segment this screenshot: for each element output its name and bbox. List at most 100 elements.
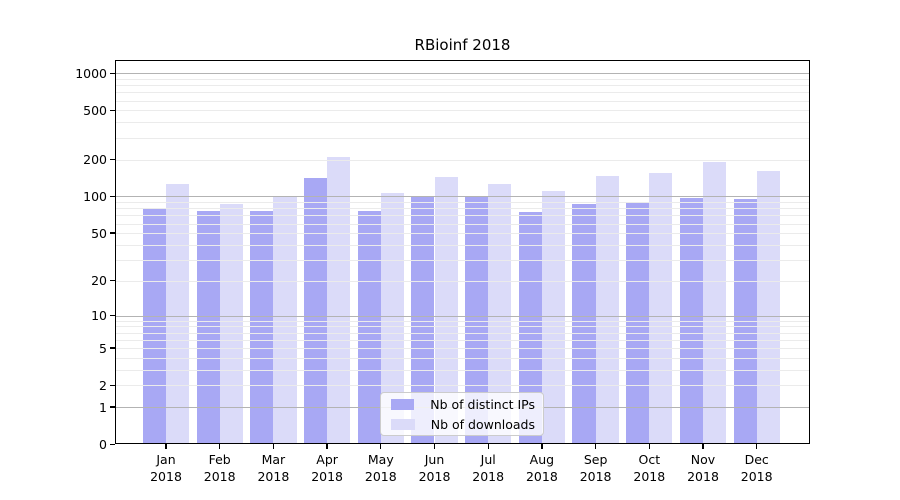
y-tick-0 (110, 443, 115, 445)
x-tick-label-may: May 2018 (364, 452, 397, 484)
bar-downloads-jan (166, 184, 190, 444)
x-tick-label-nov: Nov 2018 (687, 452, 719, 484)
gridline-100 (115, 196, 810, 198)
x-tick-feb (219, 444, 221, 449)
legend-item-distinct-ips: Nb of distinct IPs (389, 396, 535, 413)
gridline-8 (115, 326, 810, 328)
x-tick-oct (648, 444, 650, 449)
y-tick-200 (110, 158, 115, 161)
gridline-4 (115, 357, 810, 359)
y-tick-100 (110, 195, 115, 198)
x-tick-label-oct: Oct 2018 (633, 452, 666, 484)
legend-label-distinct-ips: Nb of distinct IPs (430, 396, 535, 412)
y-tick-label-1000: 1000 (75, 65, 107, 81)
gridline-80 (115, 208, 810, 210)
y-tick-label-1: 1 (99, 399, 107, 415)
bar-downloads-nov (703, 161, 727, 444)
legend-swatch-distinct-ips (391, 398, 415, 410)
x-tick-label-mar: Mar 2018 (257, 452, 290, 484)
bar-downloads-oct (649, 172, 673, 444)
x-tick-jun (433, 444, 436, 449)
x-tick-jan (165, 444, 167, 449)
grid-layer (115, 60, 810, 444)
y-tick-2 (110, 384, 115, 386)
bars-layer (115, 60, 810, 444)
gridline-10 (115, 315, 810, 317)
bar-downloads-mar (273, 197, 297, 444)
x-tick-label-dec: Dec 2018 (740, 452, 773, 484)
gridline-60 (115, 223, 810, 225)
gridline-700 (115, 92, 810, 94)
bar-distinct-ips-jan (142, 208, 166, 444)
y-tick-1000 (110, 72, 115, 74)
x-tick-mar (272, 444, 275, 449)
y-tick-label-200: 200 (83, 152, 107, 167)
y-tick-1 (110, 406, 115, 408)
gridline-40 (115, 244, 810, 246)
x-tick-label-sep: Sep 2018 (579, 452, 612, 484)
gridline-90 (115, 202, 810, 204)
bar-downloads-jul (488, 183, 512, 444)
gridline-70 (115, 215, 810, 217)
y-tick-label-5: 5 (99, 340, 107, 356)
x-tick-label-aug: Aug 2018 (525, 452, 558, 484)
gridline-6 (115, 339, 810, 341)
x-tick-label-apr: Apr 2018 (311, 452, 343, 484)
gridline-7 (115, 332, 810, 334)
bar-downloads-sep (595, 176, 619, 444)
bar-distinct-ips-oct (626, 202, 650, 444)
bar-downloads-feb (219, 204, 243, 444)
gridline-200 (115, 159, 810, 161)
gridline-1000 (115, 73, 810, 75)
gridline-300 (115, 137, 810, 139)
gridline-5 (115, 348, 810, 350)
x-tick-nov (702, 444, 704, 449)
y-tick-label-100: 100 (83, 188, 107, 204)
x-tick-label-jan: Jan 2018 (150, 452, 182, 484)
gridline-500 (115, 110, 810, 112)
bar-downloads-apr (327, 156, 351, 444)
y-tick-label-2: 2 (99, 377, 107, 393)
y-tick-20 (110, 280, 115, 282)
bar-downloads-dec (756, 170, 780, 444)
x-tick-dec (756, 444, 758, 449)
x-tick-label-feb: Feb 2018 (203, 452, 236, 484)
y-tick-label-0: 0 (99, 436, 107, 452)
x-tick-label-jun: Jun 2018 (418, 452, 451, 484)
gridline-900 (115, 78, 810, 80)
gridline-9 (115, 320, 810, 322)
legend: Nb of distinct IPs Nb of downloads (380, 392, 544, 436)
legend-label-downloads: Nb of downloads (430, 416, 535, 432)
bar-downloads-aug (541, 191, 566, 444)
gridline-20 (115, 280, 810, 282)
bar-distinct-ips-sep (572, 203, 596, 444)
legend-swatch-downloads (391, 418, 415, 430)
gridline-3 (115, 369, 810, 371)
chart-title: RBioinf 2018 (414, 36, 511, 54)
gridline-600 (115, 100, 810, 102)
y-tick-label-500: 500 (83, 102, 107, 118)
bar-distinct-ips-jun (411, 197, 435, 444)
x-tick-label-jul: Jul 2018 (472, 452, 505, 484)
gridline-50 (115, 233, 810, 235)
gridline-800 (115, 85, 810, 87)
bar-downloads-jun (434, 177, 458, 444)
x-tick-jul (487, 444, 489, 449)
x-tick-aug (541, 444, 543, 449)
y-tick-10 (110, 314, 115, 317)
y-tick-50 (110, 232, 115, 234)
gridline-2 (115, 385, 810, 387)
gridline-400 (115, 122, 810, 124)
plot-area (115, 60, 810, 444)
x-tick-apr (326, 444, 328, 449)
bar-downloads-may (380, 192, 404, 444)
x-tick-may (380, 444, 382, 449)
bar-distinct-ips-jul (465, 197, 489, 444)
y-tick-label-20: 20 (91, 273, 107, 289)
gridline-30 (115, 259, 810, 261)
y-tick-label-10: 10 (91, 308, 107, 324)
y-tick-5 (110, 347, 115, 349)
legend-item-downloads: Nb of downloads (389, 416, 535, 433)
bar-distinct-ips-apr (303, 177, 328, 444)
